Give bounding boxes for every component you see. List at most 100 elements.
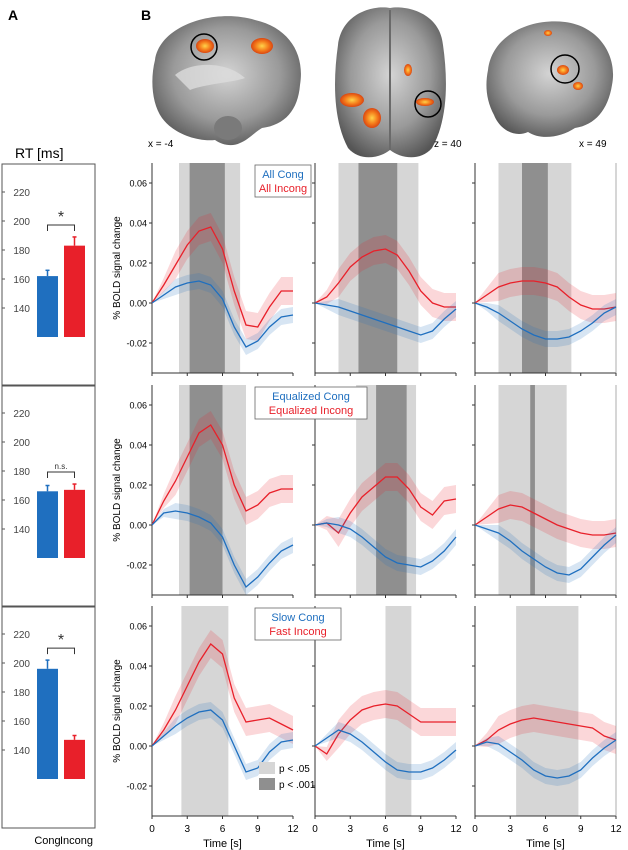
rt-ytick-label: 140 <box>13 746 30 757</box>
incong-ribbon <box>475 704 616 754</box>
band-p05 <box>516 606 579 816</box>
brain-label-3: x = 49 <box>579 139 607 150</box>
cong-ribbon <box>152 702 293 780</box>
xtick-label: 9 <box>418 824 424 835</box>
panel-label-a: A <box>8 7 18 23</box>
legend-cong: Equalized Cong <box>272 391 350 403</box>
rt-sig-label: * <box>58 632 64 649</box>
xtick-label: 12 <box>287 824 299 835</box>
rt-ytick-label: 180 <box>13 688 30 699</box>
bold-panel-r1-c3 <box>472 163 617 376</box>
rt-sig-label: n.s. <box>55 462 68 471</box>
cong-line <box>314 522 457 568</box>
cong-line <box>474 739 617 779</box>
rt-ytick-label: 220 <box>13 188 30 199</box>
incong-line <box>314 703 456 755</box>
rt-panel-3: 220 200 180 160 140 * Cong Incong <box>1 605 96 847</box>
ytick-label: 0.02 <box>129 481 147 491</box>
rt-panel-2: 220 200 180 160 140 n.s. <box>1 384 96 608</box>
xtick-label: 6 <box>543 824 549 835</box>
xtick-label: 0 <box>312 824 318 835</box>
cong-ribbon <box>475 732 616 786</box>
cong-ribbon <box>475 299 616 347</box>
bold-panel-r3-c2: 0 3 6 9 12 Time [s] <box>312 606 462 850</box>
rt-bar-cong <box>37 491 58 558</box>
brain-label-2: z = 40 <box>434 139 462 150</box>
ytick-label: 0.00 <box>129 742 147 752</box>
incong-ribbon <box>152 630 293 746</box>
rt-bar-incong <box>64 739 85 779</box>
rt-ytick-label: 200 <box>13 659 30 670</box>
band-p05 <box>385 606 412 816</box>
xtick-label: 0 <box>472 824 478 835</box>
incong-line <box>151 226 293 328</box>
xtick-label: 12 <box>450 824 462 835</box>
bold-panel-r3-c3: 0 3 6 9 12 Time [s] <box>472 606 622 850</box>
bold-panel-r2-c3 <box>472 385 617 598</box>
incong-ribbon <box>475 267 616 323</box>
x-axis-label: Time [s] <box>526 838 565 850</box>
key-swatch-dark <box>259 778 275 790</box>
rt-xlabel-cong: Cong <box>34 835 60 847</box>
y-axis-label: % BOLD signal change <box>112 216 123 320</box>
cong-line <box>314 302 457 336</box>
bold-panel-r1-c1: 0.06 0.04 0.02 0.00 -0.02 <box>126 163 294 376</box>
ytick-label: 0.02 <box>129 702 147 712</box>
rt-ytick-label: 200 <box>13 217 30 228</box>
brain-axial <box>335 7 446 158</box>
xtick-label: 9 <box>255 824 261 835</box>
rt-bar-incong <box>64 245 85 337</box>
incong-ribbon <box>315 463 456 547</box>
cong-ribbon <box>315 722 456 780</box>
ytick-label: 0.06 <box>129 179 147 189</box>
xtick-label: 12 <box>610 824 622 835</box>
ytick-label: -0.02 <box>126 782 147 792</box>
brain-label-1: x = -4 <box>148 139 174 150</box>
bold-panel-r1-c2 <box>312 163 457 376</box>
rt-frame <box>1 163 96 387</box>
rt-ytick-label: 180 <box>13 467 30 478</box>
cong-ribbon <box>315 299 456 343</box>
legend-incong: All Incong <box>259 183 307 195</box>
x-axis-label: Time [s] <box>366 838 405 850</box>
rt-ytick-label: 220 <box>13 630 30 641</box>
rt-sig-label: * <box>58 209 64 226</box>
bold-panel-r3-c1: 0.06 0.04 0.02 0.00 -0.02 0 3 6 9 12 Time [s] <box>126 606 299 850</box>
rt-ytick-label: 160 <box>13 717 30 728</box>
rt-xlabel-incong: Incong <box>60 835 93 847</box>
rt-bar-cong <box>37 668 58 779</box>
cong-ribbon <box>152 503 293 595</box>
rt-frame <box>1 384 96 608</box>
xtick-label: 3 <box>184 824 190 835</box>
cong-line <box>151 709 294 773</box>
ytick-label: 0.04 <box>129 441 147 451</box>
band-p001 <box>189 163 225 373</box>
brain-sagittal-right <box>486 21 614 137</box>
incong-line <box>474 504 617 536</box>
incong-line <box>474 717 617 747</box>
rt-panel-1: 220 200 180 160 140 * <box>1 163 96 387</box>
rt-ytick-label: 160 <box>13 496 30 507</box>
rt-ytick-label: 160 <box>13 275 30 286</box>
ytick-label: 0.06 <box>129 622 147 632</box>
bold-panel-r2-c2 <box>312 385 457 598</box>
panel-label-b: B <box>141 7 151 23</box>
cong-line <box>474 302 617 340</box>
incong-line <box>151 643 294 747</box>
xtick-label: 6 <box>220 824 226 835</box>
key-label-dark: p < .001 <box>279 780 316 791</box>
xtick-label: 0 <box>149 824 155 835</box>
rt-ytick-label: 180 <box>13 246 30 257</box>
ytick-label: 0.00 <box>129 299 147 309</box>
incong-line <box>474 280 617 310</box>
incong-line <box>314 476 457 534</box>
ytick-label: 0.00 <box>129 521 147 531</box>
legend-box <box>254 386 368 420</box>
cong-line <box>474 524 617 576</box>
incong-line <box>314 248 456 308</box>
legend-incong: Equalized Incong <box>269 405 353 417</box>
xtick-label: 9 <box>578 824 584 835</box>
rt-ytick-label: 200 <box>13 438 30 449</box>
x-axis-label: Time [s] <box>203 838 242 850</box>
